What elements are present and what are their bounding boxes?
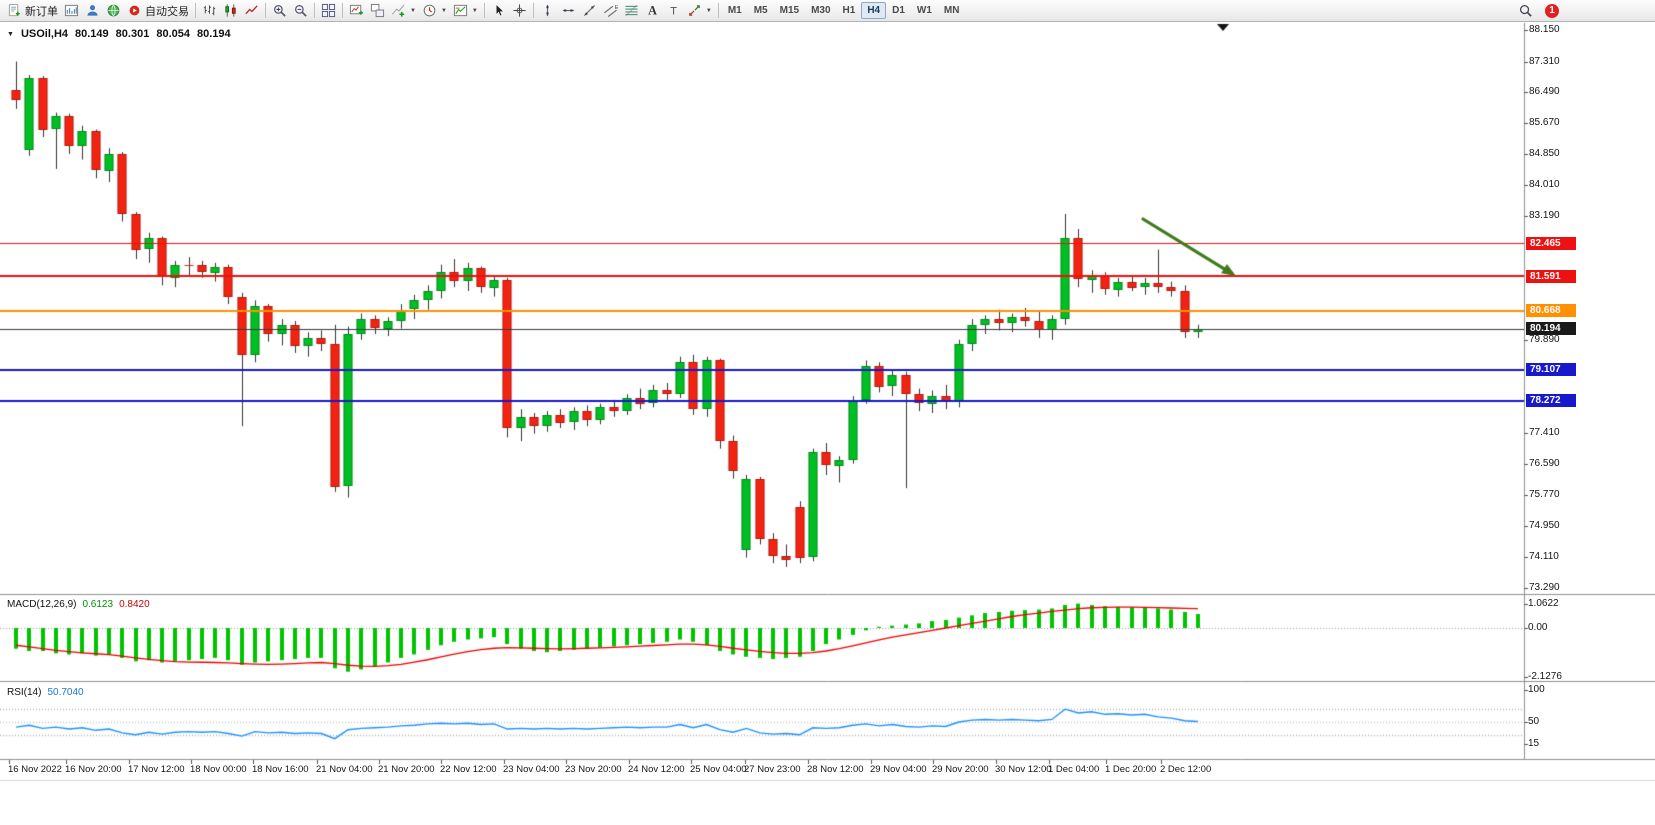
toolbar-separator: [195, 3, 196, 18]
new-order-icon: [8, 3, 20, 17]
channel-icon: E: [603, 5, 618, 18]
templates-button[interactable]: ▼: [450, 1, 481, 21]
toolbar-separator: [532, 3, 534, 18]
toolbar-separator: [342, 3, 343, 18]
equidistant-channel-button[interactable]: E: [600, 1, 621, 21]
candlestick-chart-button[interactable]: [220, 1, 241, 21]
line-chart-button[interactable]: [241, 1, 262, 21]
timeframe-w1[interactable]: W1: [916, 5, 932, 16]
charts-button[interactable]: [61, 1, 82, 21]
new-order-button[interactable]: 新订单: [4, 1, 61, 21]
text-button[interactable]: A: [642, 1, 663, 21]
tile-icon: [321, 3, 336, 18]
clock-icon: [423, 4, 436, 17]
chevron-down-icon: ▼: [410, 7, 416, 14]
notifications-badge[interactable]: 1: [1545, 3, 1559, 18]
timeframe-mn[interactable]: MN: [943, 5, 960, 16]
svg-text:E: E: [615, 5, 618, 11]
new-chart-button[interactable]: [346, 1, 367, 21]
main-toolbar: 新订单 自动交易 ▼ ▼ ▼ E A T ▼ M1 M5 M15 M30 H1 H4 D1 W1 MN 1: [0, 0, 1655, 22]
toolbar-separator: [265, 3, 266, 18]
chevron-down-icon: ▼: [705, 7, 712, 14]
line-chart-icon: [245, 5, 258, 15]
fibo-icon: [625, 5, 638, 16]
zoom-out-icon: [295, 5, 307, 17]
globe-icon: [107, 4, 120, 17]
timeframe-m15[interactable]: M15: [779, 5, 800, 16]
profile-icon: [87, 5, 98, 16]
search-icon: [1519, 4, 1532, 17]
chevron-down-icon: ▼: [471, 7, 478, 14]
profiles-icon: [370, 3, 385, 18]
timeframe-d1[interactable]: D1: [892, 5, 905, 16]
cursor-button[interactable]: [488, 1, 509, 21]
zoom-in-button[interactable]: [269, 1, 290, 21]
timeframe-h4[interactable]: H4: [861, 2, 887, 19]
vline-icon: [546, 4, 549, 17]
zoom-in-icon: [274, 5, 286, 17]
crosshair-button[interactable]: [509, 1, 530, 21]
search-button[interactable]: [1515, 1, 1536, 21]
hline-icon: [562, 9, 574, 12]
candles-icon: [225, 4, 236, 17]
autotrade-icon: [129, 5, 140, 16]
trendline-button[interactable]: [579, 1, 600, 21]
fibonacci-button[interactable]: [621, 1, 642, 21]
template-icon: [453, 4, 467, 17]
crosshair-icon: [513, 4, 526, 17]
chart-window-icon: [64, 4, 79, 17]
profiles-button[interactable]: [367, 1, 388, 21]
toolbar-separator: [483, 3, 485, 18]
arrows-icon: [689, 5, 700, 16]
svg-text:A: A: [648, 4, 657, 18]
toolbar-separator: [314, 3, 315, 18]
svg-text:T: T: [670, 5, 677, 17]
arrows-button[interactable]: ▼: [684, 1, 715, 21]
profile-button[interactable]: [82, 1, 103, 21]
chevron-down-icon: ▼: [440, 7, 447, 14]
new-chart-icon: [349, 4, 364, 15]
indicators-button[interactable]: ▼: [388, 1, 419, 21]
text-label-button[interactable]: T: [663, 1, 684, 21]
timeframe-m30[interactable]: M30: [811, 5, 831, 16]
web-community-button[interactable]: [103, 1, 124, 21]
tline-icon: [583, 4, 595, 17]
bar-chart-button[interactable]: [199, 1, 220, 21]
autotrading-button-label: 自动交易: [145, 5, 189, 18]
zoom-out-button[interactable]: [290, 1, 311, 21]
ohlc-bars-icon: [203, 5, 216, 16]
horizontal-line-button[interactable]: [558, 1, 579, 21]
cursor-icon: [495, 3, 505, 17]
tile-windows-button[interactable]: [318, 1, 339, 21]
timeframe-m1[interactable]: M1: [727, 5, 742, 16]
text-a-icon: A: [648, 4, 657, 18]
toolbar-right-group: 1: [1515, 1, 1559, 21]
toolbar-separator: [717, 3, 719, 18]
label-t-icon: T: [670, 5, 677, 17]
vertical-line-button[interactable]: [537, 1, 558, 21]
timeframe-h1[interactable]: H1: [842, 5, 856, 16]
indicators-icon: [392, 4, 405, 17]
new-order-button-label: 新订单: [25, 5, 58, 18]
periods-button[interactable]: ▼: [419, 1, 450, 21]
timeframe-m5[interactable]: M5: [753, 5, 768, 16]
autotrading-button[interactable]: 自动交易: [124, 1, 192, 21]
